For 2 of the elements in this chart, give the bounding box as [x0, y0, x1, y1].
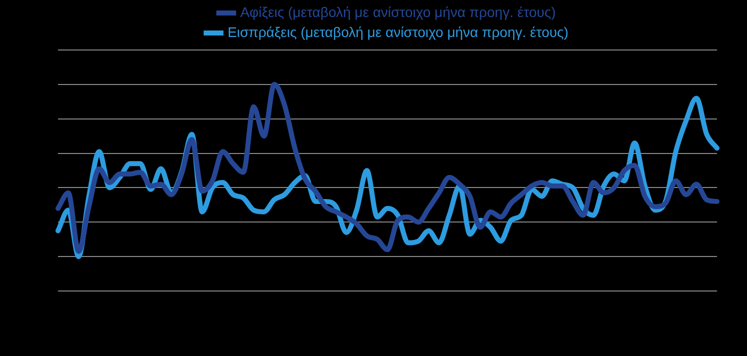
legend-label: Εισπράξεις (μεταβολή με ανίστοιχο μήνα προηγ. έτους) [228, 24, 568, 40]
legend-label: Αφίξεις (μεταβολή με ανίστοιχο μήνα προηγ. έτους) [240, 4, 556, 20]
